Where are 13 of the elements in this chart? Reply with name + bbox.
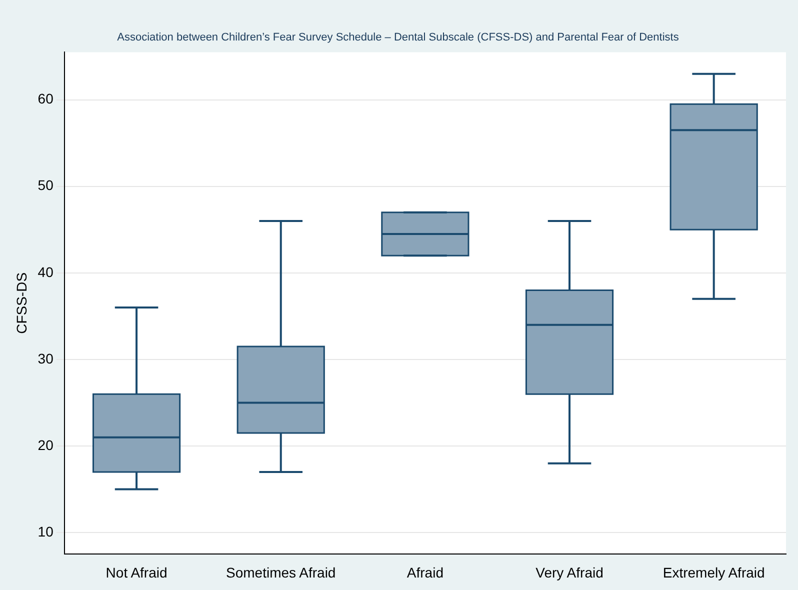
x-tick-label: Extremely Afraid xyxy=(662,564,765,580)
x-tick-label: Not Afraid xyxy=(106,564,168,580)
y-tick-label: 50 xyxy=(38,177,54,194)
y-tick-label: 20 xyxy=(38,436,54,453)
x-tick-label: Afraid xyxy=(406,564,444,580)
y-axis-title: CFSS-DS xyxy=(13,272,30,334)
x-tick-label: Sometimes Afraid xyxy=(226,564,336,580)
chart-title: Association between Children’s Fear Survey Schedule – Dental Subscale (CFSS-DS) and Parental Fear of Dentists xyxy=(117,32,680,44)
y-tick-label: 60 xyxy=(38,90,54,107)
y-tick-label: 30 xyxy=(38,350,54,366)
y-tick-label: 40 xyxy=(38,264,54,280)
y-tick-label: 10 xyxy=(38,523,54,540)
x-tick-label: Very Afraid xyxy=(536,564,604,580)
